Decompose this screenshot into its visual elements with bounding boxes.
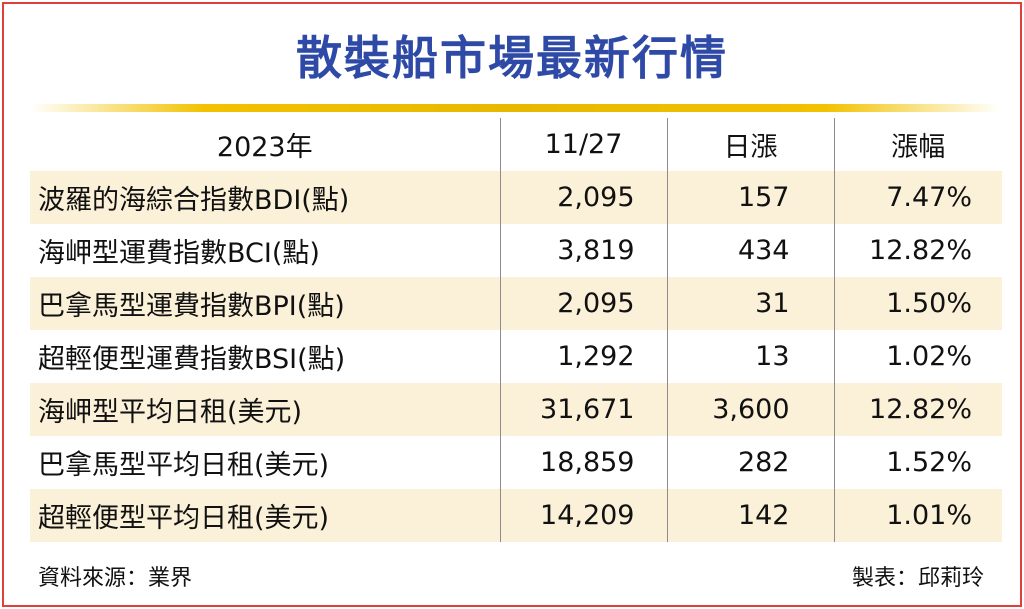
table-row: 巴拿馬型運費指數BPI(點) 2,095 31 1.50% xyxy=(30,277,1002,330)
row-name: 超輕便型運費指數BSI(點) xyxy=(38,344,346,375)
table-row: 波羅的海綜合指數BDI(點) 2,095 157 7.47% xyxy=(30,171,1002,224)
page-title: 散裝船市場最新行情 xyxy=(296,31,728,85)
row-name: 海岬型運費指數BCI(點) xyxy=(38,238,320,269)
row-pct: 1.50% xyxy=(833,277,1002,330)
row-value: 2,095 xyxy=(499,277,667,330)
author-note: 製表：邱莉玲 xyxy=(851,566,984,591)
row-pct: 1.01% xyxy=(833,489,1002,542)
row-change: 157 xyxy=(666,171,834,224)
row-change: 282 xyxy=(666,436,834,489)
table-row: 海岬型平均日租(美元) 31,671 3,600 12.82% xyxy=(30,383,1002,436)
row-name: 海岬型平均日租(美元) xyxy=(30,383,500,436)
header-row: 2023年 11/27 日漲 漲幅 xyxy=(30,118,1002,171)
row-name: 巴拿馬型平均日租(美元) xyxy=(38,450,330,481)
row-change: 142 xyxy=(666,489,834,542)
header-change-pct: 漲幅 xyxy=(833,118,1002,171)
row-pct: 7.47% xyxy=(833,171,1002,224)
row-name: 超輕便型平均日租(美元) xyxy=(30,489,500,542)
row-pct: 1.02% xyxy=(833,330,1002,383)
header-daily-change: 日漲 xyxy=(666,118,834,171)
row-name: 巴拿馬型運費指數BPI(點) xyxy=(30,277,500,330)
table-row: 超輕便型平均日租(美元) 14,209 142 1.01% xyxy=(30,489,1002,542)
row-pct: 1.52% xyxy=(833,436,1002,489)
row-value: 3,819 xyxy=(499,224,667,277)
table-row: 巴拿馬型平均日租(美元) 18,859 282 1.52% xyxy=(30,436,1002,489)
row-value: 18,859 xyxy=(499,436,667,489)
row-value: 1,292 xyxy=(499,330,667,383)
title-divider xyxy=(30,104,1000,112)
market-table: 2023年 11/27 日漲 漲幅 波羅的海綜合指數BDI(點) 2,095 1… xyxy=(30,118,1002,542)
row-change: 3,600 xyxy=(666,383,834,436)
row-pct: 12.82% xyxy=(833,224,1002,277)
header-year: 2023年 xyxy=(216,132,313,163)
table-row: 海岬型運費指數BCI(點) 3,819 434 12.82% xyxy=(30,224,1002,277)
source-note: 資料來源：業界 xyxy=(38,566,193,591)
row-pct: 12.82% xyxy=(833,383,1002,436)
header-date: 11/27 xyxy=(499,118,667,171)
row-value: 31,671 xyxy=(499,383,667,436)
row-change: 13 xyxy=(666,330,834,383)
row-change: 434 xyxy=(666,224,834,277)
row-value: 2,095 xyxy=(499,171,667,224)
row-name: 波羅的海綜合指數BDI(點) xyxy=(30,171,500,224)
row-value: 14,209 xyxy=(499,489,667,542)
row-change: 31 xyxy=(666,277,834,330)
table-row: 超輕便型運費指數BSI(點) 1,292 13 1.02% xyxy=(30,330,1002,383)
